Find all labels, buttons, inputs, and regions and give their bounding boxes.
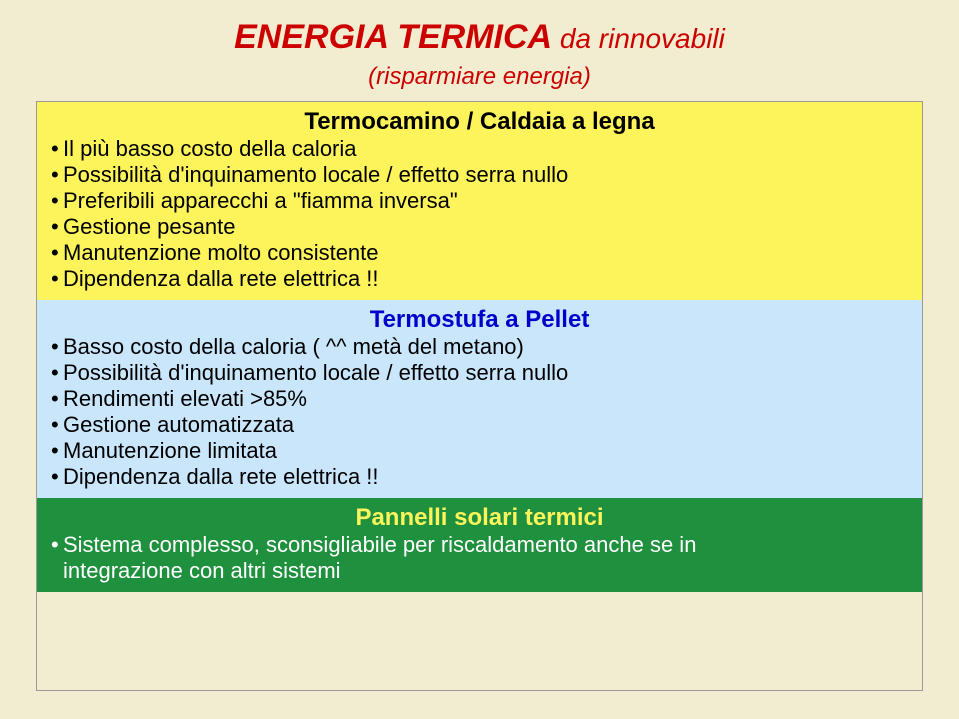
section-termocamino: Termocamino / Caldaia a legna Il più bas… [37,102,922,300]
list-item: Manutenzione molto consistente [51,240,912,266]
list-item: Manutenzione limitata [51,438,912,464]
section-heading: Termostufa a Pellet [47,306,912,334]
list-item: Dipendenza dalla rete elettrica !! [51,266,912,292]
bullet-list: Il più basso costo della caloria Possibi… [47,136,912,292]
section-heading: Termocamino / Caldaia a legna [47,108,912,136]
title-main: ENERGIA TERMICA [234,18,552,56]
continuation-line: integrazione con altri sistemi [47,558,912,584]
section-pannelli: Pannelli solari termici Sistema compless… [37,498,922,592]
list-item: Gestione pesante [51,214,912,240]
title-block: ENERGIA TERMICA da rinnovabili [36,18,923,57]
bullet-list: Basso costo della caloria ( ^^ metà del … [47,334,912,490]
list-item: Sistema complesso, sconsigliabile per ri… [51,532,912,558]
bullet-list: Sistema complesso, sconsigliabile per ri… [47,532,912,558]
list-item: Basso costo della caloria ( ^^ metà del … [51,334,912,360]
slide: ENERGIA TERMICA da rinnovabili (risparmi… [0,0,959,719]
list-item: Possibilità d'inquinamento locale / effe… [51,162,912,188]
list-item: Possibilità d'inquinamento locale / effe… [51,360,912,386]
list-item: Dipendenza dalla rete elettrica !! [51,464,912,490]
list-item: Rendimenti elevati >85% [51,386,912,412]
list-item: Gestione automatizzata [51,412,912,438]
section-termostufa: Termostufa a Pellet Basso costo della ca… [37,300,922,498]
list-item: Preferibili apparecchi a "fiamma inversa… [51,188,912,214]
list-item: Il più basso costo della caloria [51,136,912,162]
title-sub: da rinnovabili [552,23,725,54]
title-subtitle: (risparmiare energia) [36,63,923,91]
section-heading: Pannelli solari termici [47,504,912,532]
sections-container: Termocamino / Caldaia a legna Il più bas… [36,101,923,691]
